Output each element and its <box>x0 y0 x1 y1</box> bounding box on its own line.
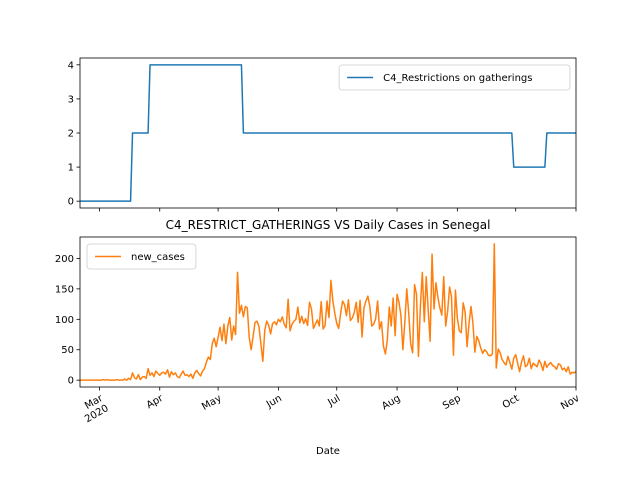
x-tick-label: Sep <box>441 393 463 412</box>
axes-frame <box>79 236 577 388</box>
axes-frame <box>79 57 577 209</box>
data-line <box>80 243 576 381</box>
y-tick-label: 4 <box>68 60 74 71</box>
y-tick-label: 150 <box>55 284 74 295</box>
x-tick-label: Jun <box>264 393 284 411</box>
x-tick-label: Mar2020 <box>77 393 111 426</box>
legend-box <box>338 64 571 91</box>
x-tick-label: Apr <box>145 393 166 412</box>
x-tick-label: Jul <box>325 393 342 409</box>
legend-box <box>86 243 197 270</box>
x-tick-label: Oct <box>501 393 522 411</box>
data-line <box>80 64 576 202</box>
y-tick-label: 100 <box>55 315 74 326</box>
y-tick-label: 200 <box>55 254 74 265</box>
plot-area <box>80 243 576 381</box>
x-tick-label: Nov <box>559 393 581 412</box>
y-tick-label: 50 <box>61 345 74 356</box>
x-axis-label: Date <box>316 446 340 457</box>
y-tick-label: 0 <box>68 197 74 208</box>
y-tick-label: 2 <box>68 129 74 140</box>
legend-label: new_cases <box>131 252 185 263</box>
x-tick-label: May <box>200 393 223 413</box>
y-tick-label: 1 <box>68 163 74 174</box>
x-tick-label: Aug <box>380 393 402 412</box>
y-tick-label: 3 <box>68 94 74 105</box>
legend-label: C4_Restrictions on gatherings <box>383 73 532 84</box>
y-tick-label: 0 <box>68 376 74 387</box>
plot-area <box>80 64 576 202</box>
chart-title: C4_RESTRICT_GATHERINGS VS Daily Cases in… <box>166 218 491 232</box>
